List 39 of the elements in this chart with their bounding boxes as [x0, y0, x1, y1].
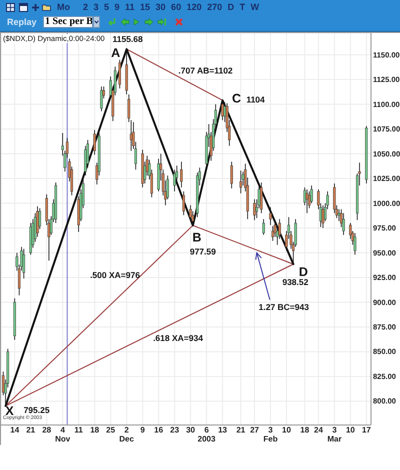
x-tick-label: 18 [300, 426, 310, 434]
annotation: D [298, 265, 308, 280]
x-tick-label: 28 [42, 426, 52, 434]
x-tick-label: 10 [282, 426, 292, 434]
x-tick-label: 10 [346, 426, 356, 434]
x-tick-label: 23 [170, 426, 180, 434]
annotation: .618 XA=934 [153, 333, 203, 343]
x-tick-label: 21 [236, 426, 246, 434]
x-tick-label: 25 [106, 426, 116, 434]
x-tick-label: 6 2003 [198, 426, 216, 444]
x-tick-label: 13 [218, 426, 228, 434]
x-tick-label: 3 Feb [263, 426, 278, 444]
x-tick-label: 21 [26, 426, 36, 434]
text: Mo [57, 2, 70, 12]
annotation: .707 AB=1102 [178, 65, 233, 76]
x-tick-label: 11 [74, 426, 84, 434]
x-tick-label: 4 Nov [55, 426, 71, 444]
annotation: 1155.68 [112, 34, 144, 44]
annotation: .500 XA=976 [90, 270, 140, 280]
annotation: C [232, 91, 242, 106]
annotation: 977.59 [190, 246, 216, 256]
x-tick-label: 30 [186, 426, 196, 434]
x-tick-label: 17 [362, 426, 372, 434]
x-tick-label: 14 [10, 426, 20, 434]
x-tick-label: 9 [140, 426, 146, 434]
annotation: A [111, 46, 120, 60]
annotation: 938.52 [282, 277, 309, 288]
x-tick-label: 2 Dec [119, 426, 134, 444]
x-tick-label: 24 [314, 426, 324, 434]
annotation: 795.25 [24, 404, 50, 415]
text: 2 3 5 9 11 15 30 60 120 270 D T W [83, 2, 260, 12]
annotation: B [192, 230, 202, 244]
x-tick-label: 27 [250, 426, 260, 434]
x-tick-label: 18 [90, 426, 100, 434]
x-tick-label: 3 Mar [327, 426, 342, 444]
text: Replay [7, 17, 37, 27]
annotation: 1104 [246, 94, 266, 104]
x-tick-label: 16 [154, 426, 164, 434]
annotation: 1.27 BC=943 [258, 302, 310, 312]
